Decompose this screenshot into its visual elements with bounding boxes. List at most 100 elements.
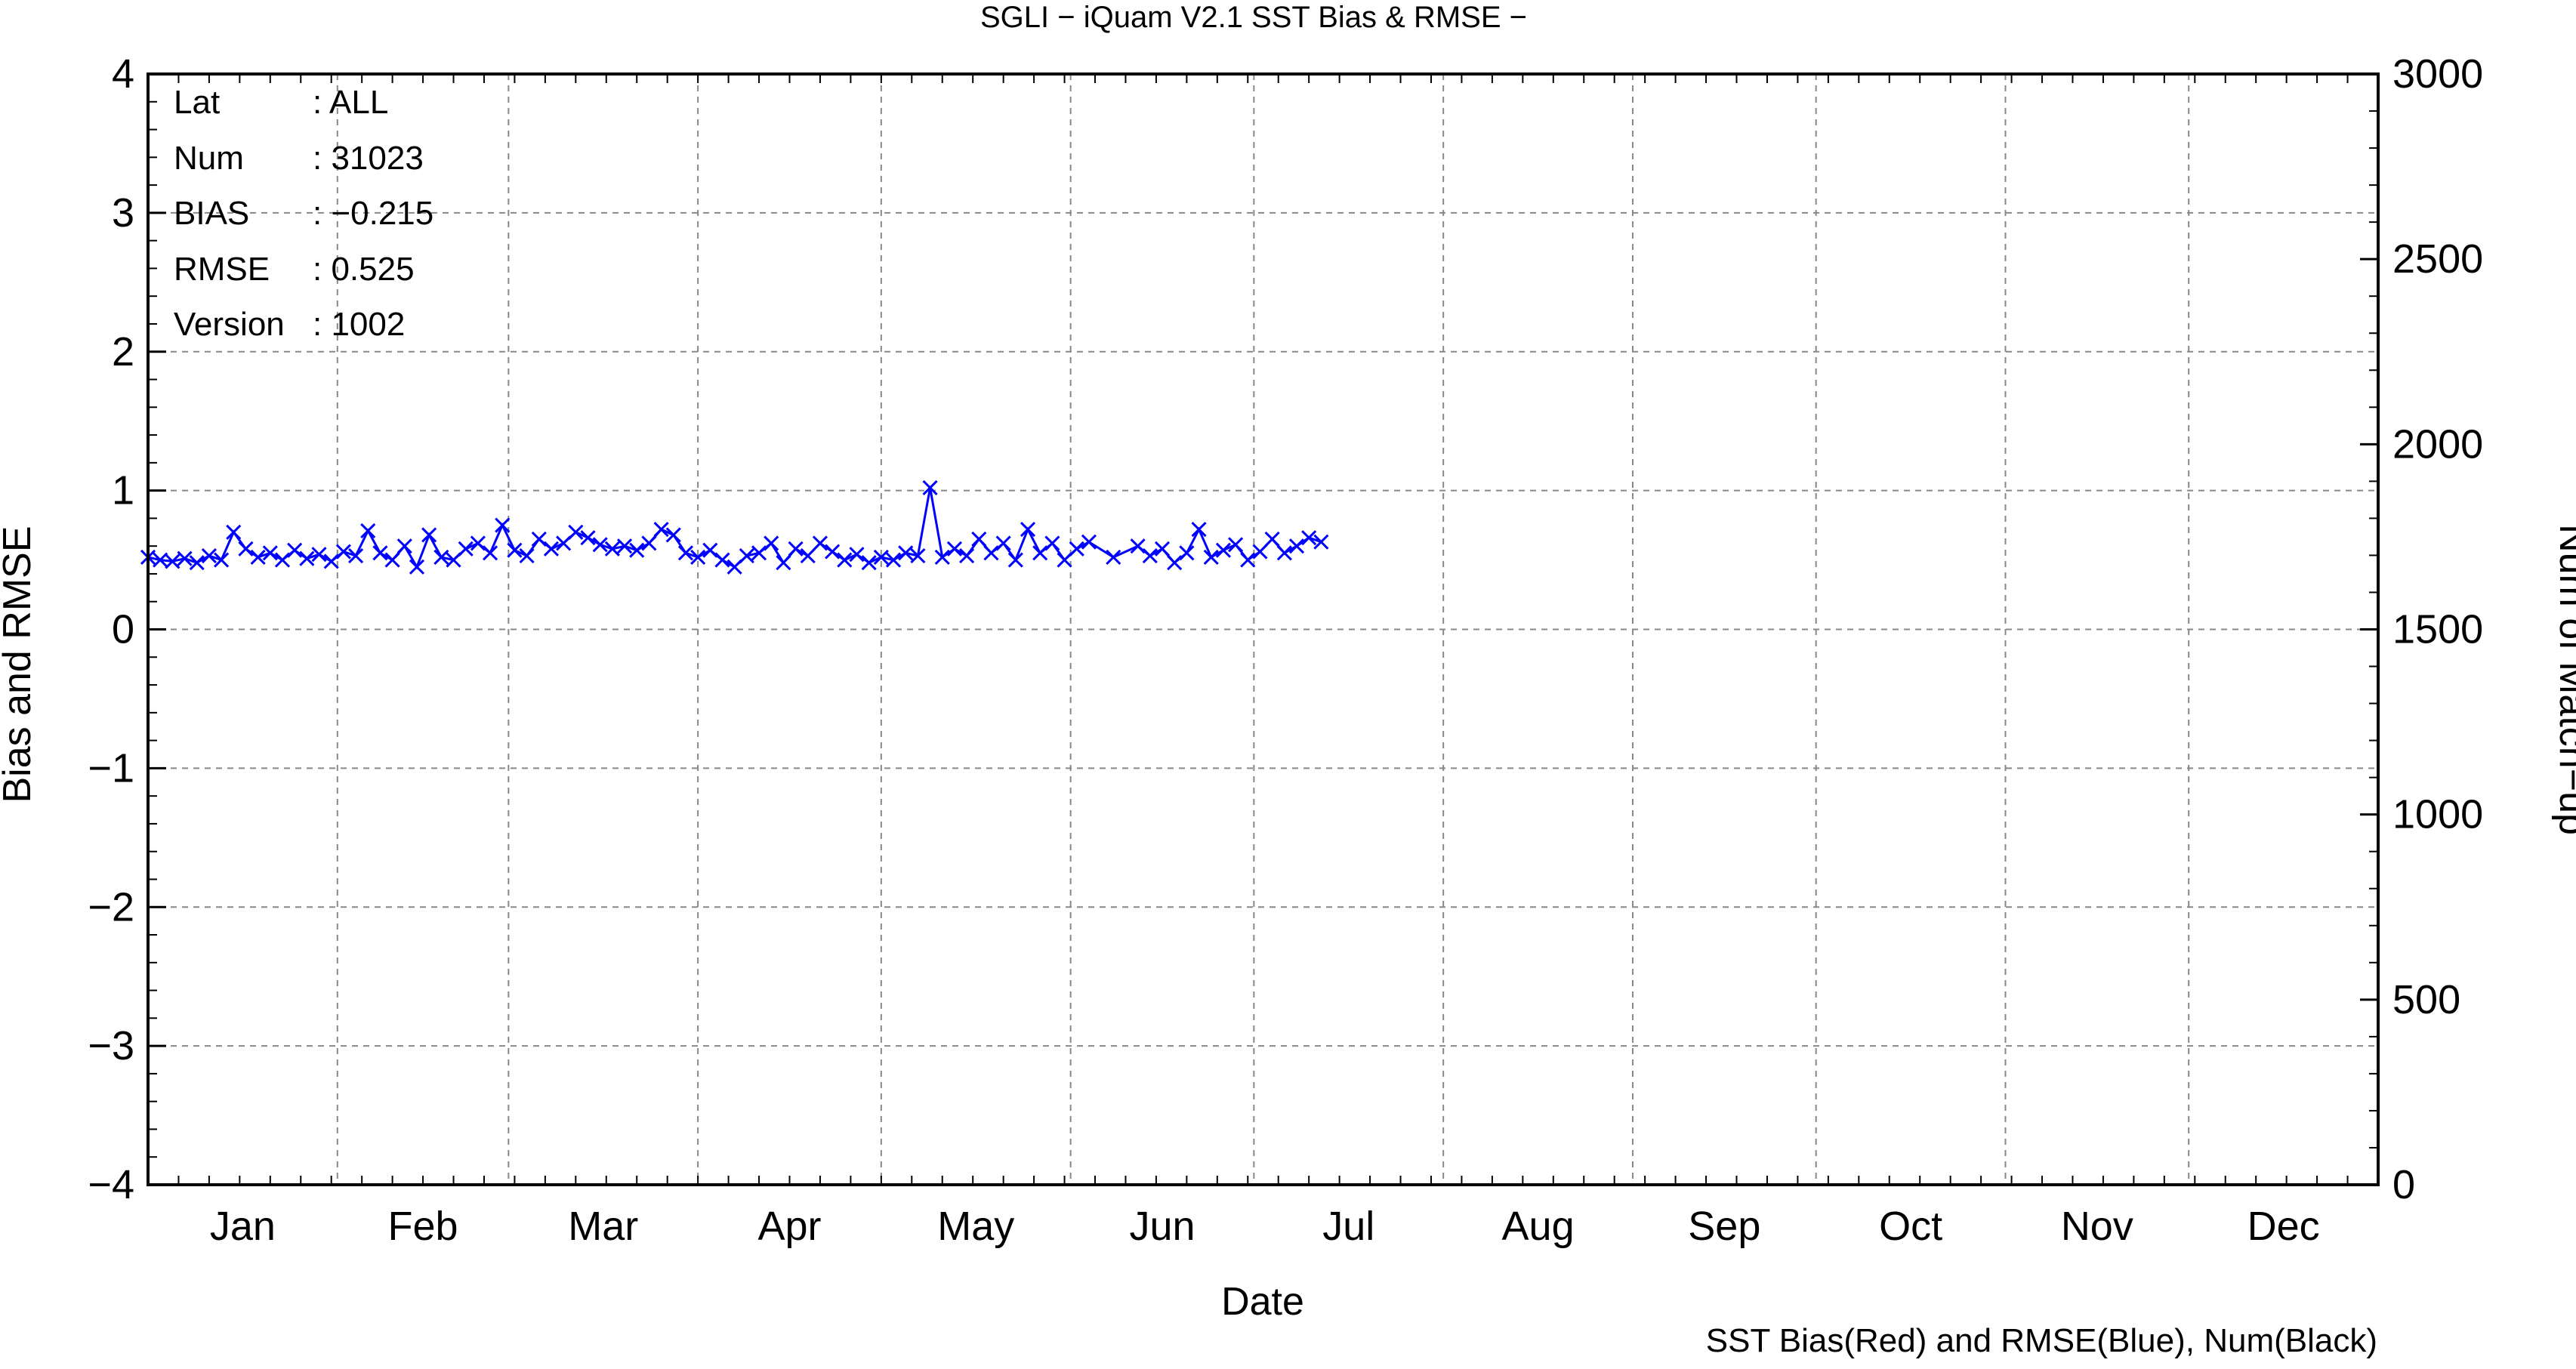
rmse-point [568, 524, 584, 540]
rmse-point [861, 555, 877, 571]
y-tick-label-right: 500 [2392, 977, 2460, 1022]
x-tick-label: Jul [1322, 1204, 1374, 1249]
rmse-point [507, 542, 523, 558]
rmse-point [898, 545, 914, 561]
rmse-point [396, 538, 412, 554]
rmse-point [446, 552, 461, 568]
rmse-point [1264, 531, 1280, 547]
rmse-point [1081, 534, 1097, 550]
y-tick-label-left: −3 [88, 1023, 134, 1068]
rmse-point [384, 552, 400, 568]
rmse-point [238, 541, 254, 557]
rmse-point [1142, 547, 1158, 564]
rmse-point [764, 535, 779, 551]
rmse-point [837, 552, 853, 568]
y-tick-label-left: 0 [112, 607, 134, 652]
rmse-point [580, 530, 596, 546]
rmse-point [995, 535, 1011, 551]
series-layer [140, 479, 1329, 575]
stat-key-lat: Lat [174, 84, 220, 121]
rmse-point [812, 535, 828, 551]
rmse-point [1203, 549, 1219, 565]
rmse-point [201, 547, 217, 564]
rmse-point [1057, 552, 1072, 568]
y-tick-label-left: 4 [112, 51, 134, 97]
y-tick-label-left: −4 [88, 1162, 134, 1207]
rmse-point [1191, 522, 1207, 538]
rmse-point [323, 553, 339, 569]
rmse-point [335, 544, 351, 560]
rmse-point [739, 547, 754, 564]
rmse-point [1154, 541, 1171, 557]
rmse-point [714, 552, 730, 568]
chart-title: SGLI − iQuam V2.1 SST Bias & RMSE − [980, 1, 1527, 34]
rmse-point [433, 549, 449, 565]
y-tick-label-right: 2500 [2392, 236, 2483, 282]
rmse-point [226, 524, 242, 540]
rmse-point [1179, 545, 1195, 561]
label-layer: Jan Feb Mar Apr May Jun Jul Aug Sep Oct Nov Dec 4 3 2 1… [88, 51, 2483, 1249]
rmse-point [1069, 541, 1084, 557]
rmse-point [1288, 538, 1305, 554]
x-tick-label: Jan [210, 1204, 276, 1249]
rmse-point [153, 552, 168, 568]
stat-key-rmse: RMSE [174, 251, 270, 288]
rmse-point [519, 547, 535, 564]
rmse-point [971, 531, 987, 547]
rmse-point [592, 537, 608, 553]
y-tick-label-left: 3 [112, 190, 134, 236]
rmse-point [543, 541, 560, 557]
rmse-point [727, 559, 742, 575]
rmse-point [421, 527, 437, 543]
x-tick-label: Feb [388, 1204, 458, 1249]
rmse-point [311, 547, 327, 563]
x-tick-label: Jun [1129, 1204, 1195, 1249]
legend-footer: SST Bias(Red) and RMSE(Blue), Num(Black) [1706, 1322, 2377, 1359]
rmse-point [690, 549, 706, 565]
stat-key-num: Num [174, 140, 244, 177]
x-tick-label: Oct [1879, 1204, 1942, 1249]
rmse-point [946, 541, 962, 557]
y-tick-label-left: −2 [88, 884, 134, 930]
rmse-point [922, 479, 938, 496]
rmse-point [1032, 545, 1048, 561]
stat-value-lat: : ALL [313, 84, 388, 121]
rmse-point [641, 535, 657, 551]
rmse-point [1167, 555, 1183, 571]
rmse-point [702, 542, 718, 558]
rmse-point [1313, 534, 1329, 550]
rmse-point [751, 545, 767, 561]
tick-layer [147, 72, 2379, 1186]
rmse-point [665, 527, 681, 543]
rmse-point [616, 538, 633, 554]
stats-box: Lat : ALL Num : 31023 BIAS : −0.215 RMSE… [174, 84, 433, 343]
rmse-point [1044, 535, 1060, 551]
rmse-point [556, 535, 572, 551]
y-tick-label-right: 2000 [2392, 421, 2483, 467]
y-tick-label-left: 1 [112, 468, 134, 513]
rmse-point [873, 549, 889, 565]
rmse-point [788, 541, 804, 557]
x-axis-label: Date [1221, 1280, 1304, 1324]
y-axis-label-right: Num of Match−up [2551, 524, 2576, 835]
rmse-point [885, 552, 902, 568]
rmse-point [250, 549, 266, 565]
rmse-point [1228, 537, 1244, 553]
rmse-point [299, 550, 315, 566]
rmse-point [470, 535, 486, 551]
y-tick-label-left: 2 [112, 329, 134, 375]
rmse-point [1106, 549, 1121, 565]
rmse-point [825, 544, 841, 560]
rmse-point [409, 559, 425, 575]
y-tick-label-left: −1 [88, 745, 134, 791]
x-tick-label: Mar [568, 1204, 638, 1249]
rmse-point [1215, 542, 1231, 558]
rmse-point [1301, 530, 1317, 546]
rmse-point [1276, 545, 1292, 561]
rmse-point [910, 547, 926, 564]
y-axis-label-left: Bias and RMSE [0, 526, 39, 803]
x-tick-label: May [937, 1204, 1014, 1249]
rmse-point [959, 547, 975, 564]
rmse-point [776, 555, 791, 571]
